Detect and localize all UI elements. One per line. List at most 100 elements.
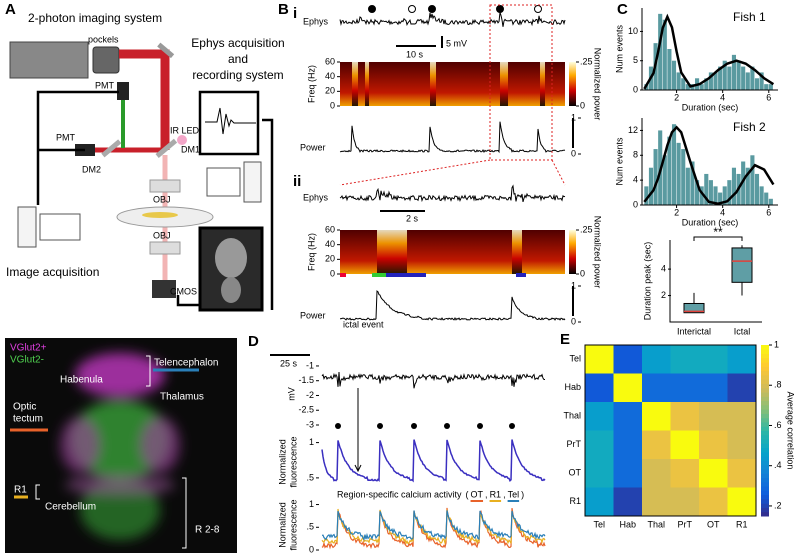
chart-title: Fish 2 [733,120,766,134]
dm1 [155,138,178,159]
colorbar-step [761,481,769,487]
colorbar [569,62,576,106]
y-tick-label: PrT [567,439,582,449]
sub-label: ii [293,173,301,190]
x-tick-label: Hab [619,519,636,529]
colorbar-step [761,434,769,440]
spectrogram-burst [352,62,358,106]
histogram-bar [667,136,672,205]
heatmap-cell [670,487,700,517]
heatmap-cell [727,402,757,431]
laser [9,41,89,79]
colorbar-step [761,392,769,397]
tick-label: 0 [571,148,576,158]
colorbar-step [761,387,769,393]
cmos-camera [152,280,176,298]
colorbar-step [761,413,769,419]
tick-label: 2 [674,207,679,217]
colorbar-step [761,494,769,500]
trace [340,290,566,321]
axis-label: mV [286,387,296,401]
event-dot [477,423,483,429]
spectrogram-burst [377,230,407,274]
trace [321,508,546,546]
histogram-bar [750,66,755,90]
tick-label: 1 [309,499,314,509]
colorbar-step [761,486,769,491]
histogram-bar [708,180,713,205]
heatmap-cell [642,402,671,431]
spectrogram-burst [540,62,545,106]
tick-label: -1.5 [298,375,314,385]
label: Cerebellum [45,502,96,513]
label: IR LED [170,125,200,135]
label: R 2-8 [195,525,220,536]
axes [669,240,762,323]
blob [140,417,180,473]
legend-entry: R1 [490,489,502,499]
histogram-bar [768,84,773,90]
x-tick-label: Ictal [734,326,751,336]
colorbar-step [761,400,769,406]
label: VGlut2+ [10,343,47,354]
tick-label: -2 [306,390,314,400]
tick-label: 8 [633,150,638,160]
histogram-bar [768,198,773,205]
colorbar-step [761,370,769,376]
colorbar-step [761,439,769,444]
tick-label: 40 [325,239,335,249]
colorbar [569,230,576,274]
heatmap-cell [585,430,614,460]
label: OBJ [153,230,171,240]
heatmap-cell [670,345,700,374]
colorbar-step [761,477,769,483]
histogram-bar [648,167,654,205]
colorbar-step [761,345,769,350]
colorbar-tick: 0 [580,100,585,110]
fish [142,212,178,218]
heatmap-cell [699,459,728,488]
heatmap-cell [699,345,728,374]
spectrogram [340,230,565,274]
tick-label: 1 [571,280,576,290]
heatmap-cell [670,373,700,403]
scope-trace [205,107,256,135]
zoom-box [489,4,553,161]
colorbar-step [761,511,769,517]
annotation: ** [713,225,723,239]
label: and [228,52,248,66]
spectrogram-burst [512,230,522,274]
panel-label: A [5,1,16,18]
cable [176,118,274,310]
colorbar-step [761,447,769,453]
tick-label: -2.5 [298,405,314,415]
heatmap-cell [642,345,671,374]
event-dot [444,423,450,429]
colorbar-label: Normalized power [593,216,603,289]
heatmap-cell [585,459,614,488]
colorbar-step [761,443,769,449]
histogram-bar [736,60,741,90]
label: Ephys [303,16,329,26]
heatmap-cell [699,430,728,460]
dm2 [101,139,122,158]
event-dot [428,5,436,13]
heatmap-cell [613,373,643,403]
scale-label: 2 s [406,213,419,223]
legend-entry: Tel [508,489,520,499]
axis-label: Normalized [277,439,287,485]
histogram-bar [676,72,681,90]
histogram-bar [741,161,746,205]
label: PMT [95,80,115,90]
histogram-bar [658,13,663,91]
axis-label: Duration (sec) [682,217,739,227]
legend-text: ) [521,489,524,499]
histogram-bar [741,66,746,90]
histogram-bar [662,19,667,90]
tick-label: 6 [766,92,771,102]
ir-led [177,135,187,145]
label: OBJ [153,194,171,204]
histogram-bar [759,186,764,205]
scale-label: 5 mV [446,38,467,48]
legend-text: , [503,489,506,499]
